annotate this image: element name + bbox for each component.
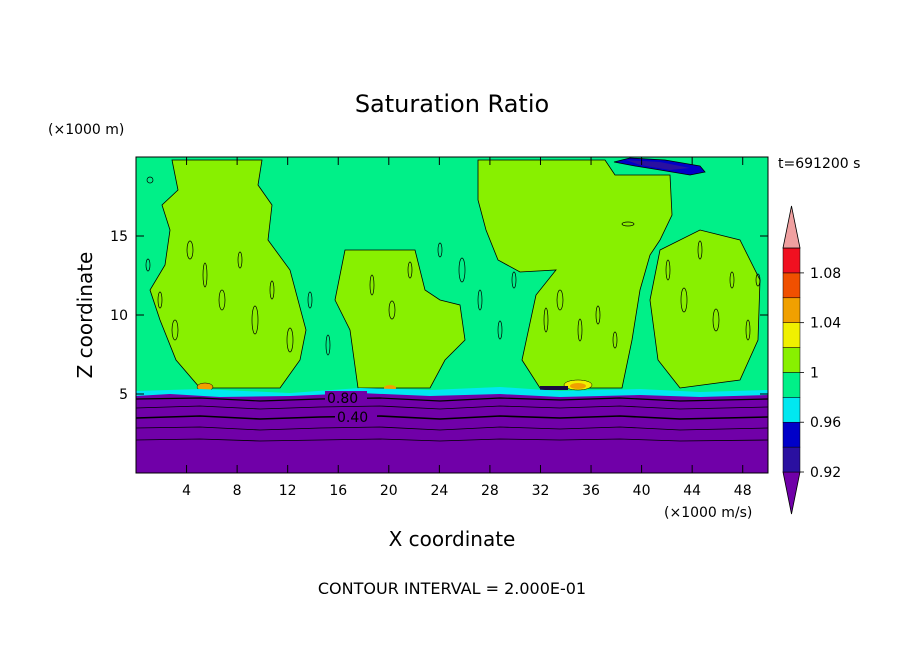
colorbar-swatch bbox=[782, 247, 801, 274]
x-tick-label: 20 bbox=[380, 483, 398, 499]
x-tick-label: 28 bbox=[481, 483, 499, 499]
dry-layer-contours bbox=[136, 397, 768, 442]
noisy-contour-cells bbox=[145, 176, 761, 356]
colorbar-swatch bbox=[782, 421, 801, 448]
colorbar-swatch bbox=[782, 272, 801, 299]
x-tick-label: 8 bbox=[233, 483, 242, 499]
y-tick-label: 10 bbox=[110, 308, 128, 324]
x-unit-label: (×1000 m/s) bbox=[664, 505, 752, 521]
x-tick-label: 4 bbox=[182, 483, 191, 499]
supersaturated-patch bbox=[334, 249, 466, 389]
supersaturated-patch bbox=[149, 159, 307, 389]
colorbar bbox=[782, 205, 801, 515]
plot-area bbox=[136, 157, 768, 473]
x-tick-label: 32 bbox=[532, 483, 550, 499]
colorbar-swatch bbox=[782, 397, 801, 423]
colorbar-swatch bbox=[782, 446, 801, 473]
contour-label-background bbox=[325, 391, 367, 404]
colorbar-label: 0.96 bbox=[810, 415, 841, 431]
time-label: t=691200 s bbox=[778, 156, 860, 172]
warm-spot bbox=[570, 383, 586, 389]
y-unit-label: (×1000 m) bbox=[48, 122, 124, 138]
footer-contour-interval: CONTOUR INTERVAL = 2.000E-01 bbox=[318, 579, 586, 598]
colorbar-upper-arrow bbox=[782, 205, 801, 249]
supersaturated-patch bbox=[649, 229, 761, 389]
colorbar-label: 1 bbox=[810, 365, 819, 381]
colorbar-swatch bbox=[782, 347, 801, 373]
x-axis-title: X coordinate bbox=[389, 527, 516, 551]
chart-title: Saturation Ratio bbox=[355, 90, 549, 118]
x-axis-ticks: 4 8 12 16 20 24 28 32 36 40 44 48 bbox=[182, 157, 752, 499]
supersaturated-patch bbox=[477, 159, 673, 389]
colorbar-swatch bbox=[782, 372, 801, 398]
colorbar-swatch bbox=[782, 297, 801, 323]
contour-label-040: 0.40 bbox=[337, 410, 368, 426]
x-tick-label: 44 bbox=[683, 483, 701, 499]
contour-label-080: 0.80 bbox=[327, 391, 358, 407]
y-axis-title: Z coordinate bbox=[73, 252, 97, 379]
contour-label-background bbox=[335, 410, 377, 423]
y-tick-label: 15 bbox=[110, 229, 128, 245]
y-tick-label: 5 bbox=[119, 387, 128, 403]
dark-streak bbox=[540, 386, 568, 390]
colorbar-labels: 0.92 0.96 1 1.04 1.08 bbox=[800, 266, 841, 481]
colorbar-label: 1.04 bbox=[810, 316, 841, 332]
x-tick-label: 12 bbox=[279, 483, 297, 499]
dry-layer-fill bbox=[136, 393, 768, 473]
x-tick-label: 24 bbox=[430, 483, 448, 499]
x-tick-label: 48 bbox=[734, 483, 752, 499]
x-tick-label: 16 bbox=[329, 483, 347, 499]
colorbar-label: 0.92 bbox=[810, 465, 841, 481]
x-tick-label: 36 bbox=[582, 483, 600, 499]
colorbar-lower-arrow bbox=[782, 471, 801, 515]
y-axis-ticks: 5 10 15 bbox=[110, 229, 768, 403]
colorbar-swatch bbox=[782, 322, 801, 348]
x-tick-label: 40 bbox=[633, 483, 651, 499]
colorbar-label: 1.08 bbox=[810, 266, 841, 282]
